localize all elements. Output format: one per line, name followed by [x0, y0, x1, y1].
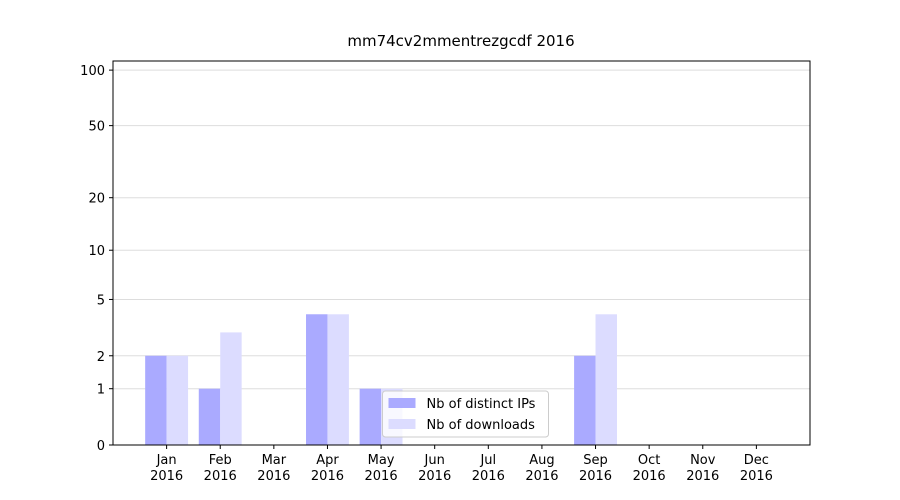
y-tick-label: 10 — [88, 244, 105, 259]
x-tick-label: Dec 2016 — [739, 453, 773, 484]
x-tick-label: Mar 2016 — [257, 453, 291, 484]
x-tick-label: Sep 2016 — [578, 453, 613, 484]
legend-swatch — [388, 398, 416, 408]
bar — [198, 388, 221, 445]
x-tick-label: Jun 2016 — [418, 453, 452, 484]
y-tick-label: 2 — [97, 350, 105, 365]
x-tick-label: Aug 2016 — [525, 453, 559, 484]
y-tick-label: 0 — [97, 439, 105, 454]
bar — [220, 332, 242, 445]
y-tick-label: 20 — [88, 192, 105, 207]
plot-frame — [112, 60, 811, 446]
x-tick-label: Jan 2016 — [150, 453, 184, 484]
x-tick-label: Feb 2016 — [203, 453, 237, 484]
legend-label: Nb of downloads — [427, 418, 536, 433]
y-tick-label: 50 — [88, 120, 105, 135]
x-tick-label: May 2016 — [364, 453, 398, 484]
bar — [574, 355, 596, 445]
x-tick-label: Oct 2016 — [632, 453, 666, 484]
x-tick-label: Apr 2016 — [310, 453, 344, 484]
bar — [327, 314, 349, 445]
bar — [306, 314, 328, 445]
legend-box — [382, 390, 549, 438]
legend-swatch — [388, 419, 416, 429]
y-tick-label: 100 — [80, 64, 105, 79]
bar — [166, 355, 189, 445]
bar — [595, 314, 617, 445]
bar — [359, 388, 382, 445]
bar — [145, 355, 167, 445]
chart-title: mm74cv2mmentrezgcdf 2016 — [347, 32, 574, 50]
x-tick-label: Jul 2016 — [471, 453, 505, 484]
y-tick-label: 5 — [97, 293, 105, 308]
y-tick-label: 1 — [97, 383, 105, 398]
x-tick-label: Nov 2016 — [686, 453, 720, 484]
legend-label: Nb of distinct IPs — [427, 397, 536, 412]
